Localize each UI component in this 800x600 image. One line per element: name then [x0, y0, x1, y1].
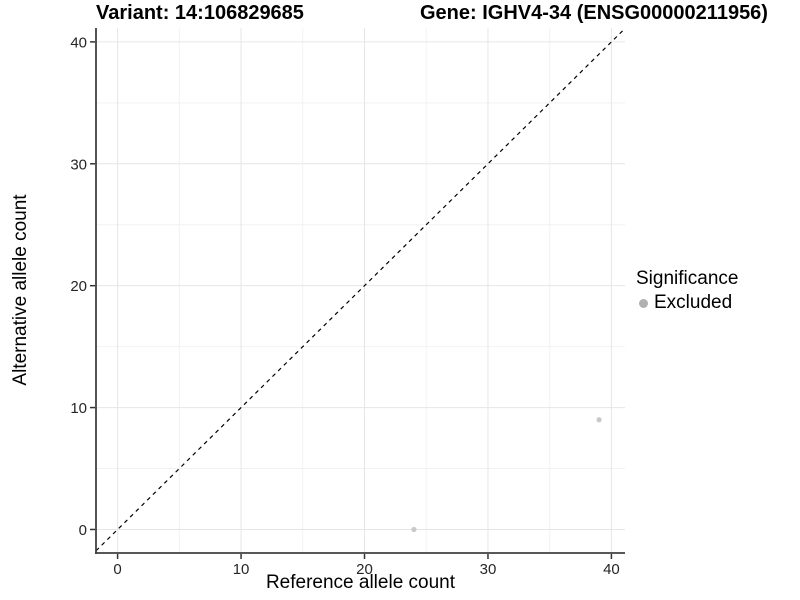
x-axis-title: Reference allele count: [265, 572, 456, 593]
x-tick-label: 10: [233, 561, 250, 578]
legend-item-excluded: Excluded: [636, 292, 738, 314]
y-axis-title: Alternative allele count: [10, 194, 31, 386]
plot-title-variant: Variant: 14:106829685: [96, 2, 304, 24]
legend-key-dot-icon: [639, 298, 648, 308]
x-tick-label: 30: [480, 561, 497, 578]
identity-line: [95, 28, 626, 552]
x-tick-label: 40: [603, 561, 620, 578]
x-tick-label: 0: [113, 561, 121, 578]
legend-item-label: Excluded: [654, 292, 733, 313]
plot-title-gene: Gene: IGHV4-34 (ENSG00000211956): [420, 2, 768, 24]
data-point: [596, 417, 602, 423]
y-tick-label: 40: [70, 34, 87, 51]
legend: Significance Excluded: [636, 268, 738, 314]
y-tick-label: 0: [79, 522, 87, 539]
x-tick-label: 20: [356, 561, 373, 578]
data-point: [411, 526, 417, 533]
y-tick-label: 30: [70, 156, 87, 173]
y-tick-label: 10: [70, 400, 87, 417]
legend-title: Significance: [636, 268, 739, 289]
y-tick-label: 20: [70, 278, 87, 295]
